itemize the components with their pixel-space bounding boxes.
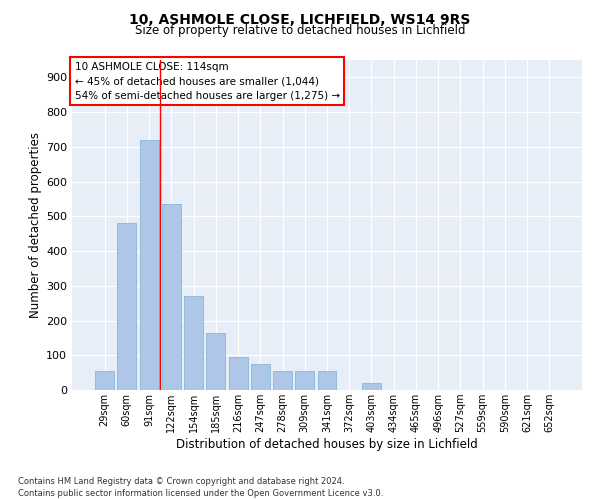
Bar xyxy=(184,296,203,390)
Bar xyxy=(273,371,292,390)
Bar xyxy=(118,224,136,390)
Text: Contains HM Land Registry data © Crown copyright and database right 2024.: Contains HM Land Registry data © Crown c… xyxy=(18,478,344,486)
X-axis label: Distribution of detached houses by size in Lichfield: Distribution of detached houses by size … xyxy=(176,438,478,451)
Text: 10, ASHMOLE CLOSE, LICHFIELD, WS14 9RS: 10, ASHMOLE CLOSE, LICHFIELD, WS14 9RS xyxy=(130,12,470,26)
Bar xyxy=(295,371,314,390)
Text: Contains public sector information licensed under the Open Government Licence v3: Contains public sector information licen… xyxy=(18,489,383,498)
Y-axis label: Number of detached properties: Number of detached properties xyxy=(29,132,42,318)
Text: 10 ASHMOLE CLOSE: 114sqm
← 45% of detached houses are smaller (1,044)
54% of sem: 10 ASHMOLE CLOSE: 114sqm ← 45% of detach… xyxy=(74,62,340,101)
Bar xyxy=(362,383,381,390)
Text: Size of property relative to detached houses in Lichfield: Size of property relative to detached ho… xyxy=(135,24,465,37)
Bar xyxy=(206,332,225,390)
Bar xyxy=(95,371,114,390)
Bar xyxy=(162,204,181,390)
Bar xyxy=(251,364,270,390)
Bar xyxy=(317,371,337,390)
Bar xyxy=(140,140,158,390)
Bar xyxy=(229,357,248,390)
